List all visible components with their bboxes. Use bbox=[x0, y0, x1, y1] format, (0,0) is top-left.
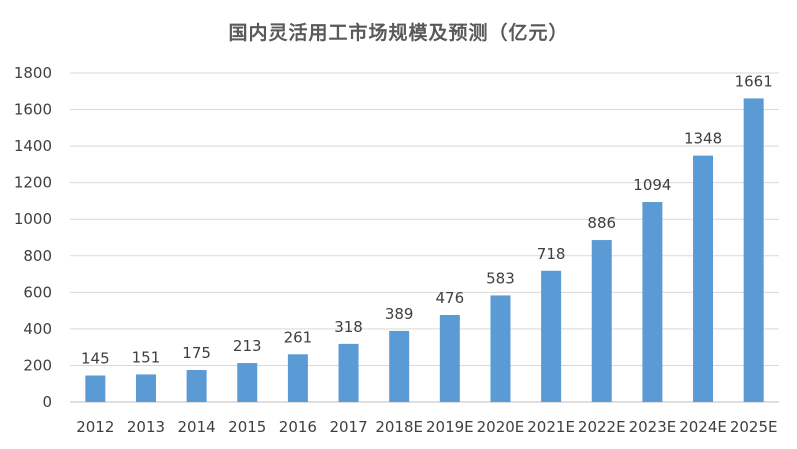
bar-2024E bbox=[693, 155, 714, 402]
y-axis: 0 200 400 600 800 1000 1200 1400 1600 1800 bbox=[14, 64, 52, 411]
data-label-2022E: 886 bbox=[587, 214, 616, 232]
data-label-2016: 261 bbox=[284, 328, 313, 346]
bar-2025E bbox=[743, 98, 764, 402]
y-tick-label-800: 800 bbox=[23, 247, 52, 265]
bar-2020E bbox=[490, 295, 511, 402]
bar-2016 bbox=[287, 354, 308, 402]
bar-2015 bbox=[237, 363, 258, 402]
bar-2018E bbox=[389, 330, 410, 402]
data-label-2017: 318 bbox=[334, 318, 363, 336]
x-tick-label-2021E: 2021E bbox=[527, 418, 575, 436]
x-tick-label-2020E: 2020E bbox=[477, 418, 525, 436]
y-tick-label-200: 200 bbox=[23, 356, 52, 374]
data-label-2013: 151 bbox=[132, 348, 161, 366]
bar-2023E bbox=[642, 202, 663, 402]
bar-2022E bbox=[591, 240, 612, 402]
bar-2012 bbox=[85, 375, 106, 402]
bars: 145 151 175 213 261 318 389 476 583 718 886 1094 134… bbox=[81, 72, 773, 402]
y-tick-label-1400: 1400 bbox=[14, 137, 52, 155]
y-tick-label-0: 0 bbox=[42, 393, 52, 411]
x-tick-label-2019E: 2019E bbox=[426, 418, 474, 436]
x-tick-label-2025E: 2025E bbox=[730, 418, 778, 436]
data-label-2012: 145 bbox=[81, 349, 110, 367]
data-label-2021E: 718 bbox=[537, 245, 566, 263]
x-tick-label-2017: 2017 bbox=[329, 418, 367, 436]
x-tick-label-2012: 2012 bbox=[76, 418, 114, 436]
x-tick-label-2022E: 2022E bbox=[578, 418, 626, 436]
bar-2019E bbox=[439, 314, 460, 402]
bar-2017 bbox=[338, 343, 359, 402]
x-tick-label-2024E: 2024E bbox=[679, 418, 727, 436]
data-label-2014: 175 bbox=[182, 344, 211, 362]
y-tick-label-600: 600 bbox=[23, 283, 52, 301]
y-tick-label-1800: 1800 bbox=[14, 64, 52, 82]
y-tick-label-1200: 1200 bbox=[14, 174, 52, 192]
data-label-2023E: 1094 bbox=[633, 176, 671, 194]
chart-title: 国内灵活用工市场规模及预测（亿元） bbox=[228, 22, 569, 44]
data-label-2015: 213 bbox=[233, 337, 262, 355]
bar-2021E bbox=[541, 270, 562, 402]
x-axis: 2012 2013 2014 2015 2016 2017 2018E 2019E 2020E 2… bbox=[76, 418, 777, 436]
x-tick-label-2018E: 2018E bbox=[375, 418, 423, 436]
x-tick-label-2013: 2013 bbox=[127, 418, 165, 436]
x-tick-label-2023E: 2023E bbox=[629, 418, 677, 436]
data-label-2025E: 1661 bbox=[735, 72, 773, 90]
y-tick-label-1000: 1000 bbox=[14, 210, 52, 228]
data-label-2024E: 1348 bbox=[684, 130, 722, 148]
data-label-2019E: 476 bbox=[436, 289, 465, 307]
gridlines bbox=[70, 72, 779, 403]
data-label-2020E: 583 bbox=[486, 269, 515, 287]
x-tick-label-2014: 2014 bbox=[178, 418, 216, 436]
y-tick-label-400: 400 bbox=[23, 320, 52, 338]
x-tick-label-2016: 2016 bbox=[279, 418, 317, 436]
bar-2013 bbox=[135, 374, 156, 402]
bar-2014 bbox=[186, 370, 207, 402]
data-label-2018E: 389 bbox=[385, 305, 414, 323]
x-tick-label-2015: 2015 bbox=[228, 418, 266, 436]
y-tick-label-1600: 1600 bbox=[14, 101, 52, 119]
